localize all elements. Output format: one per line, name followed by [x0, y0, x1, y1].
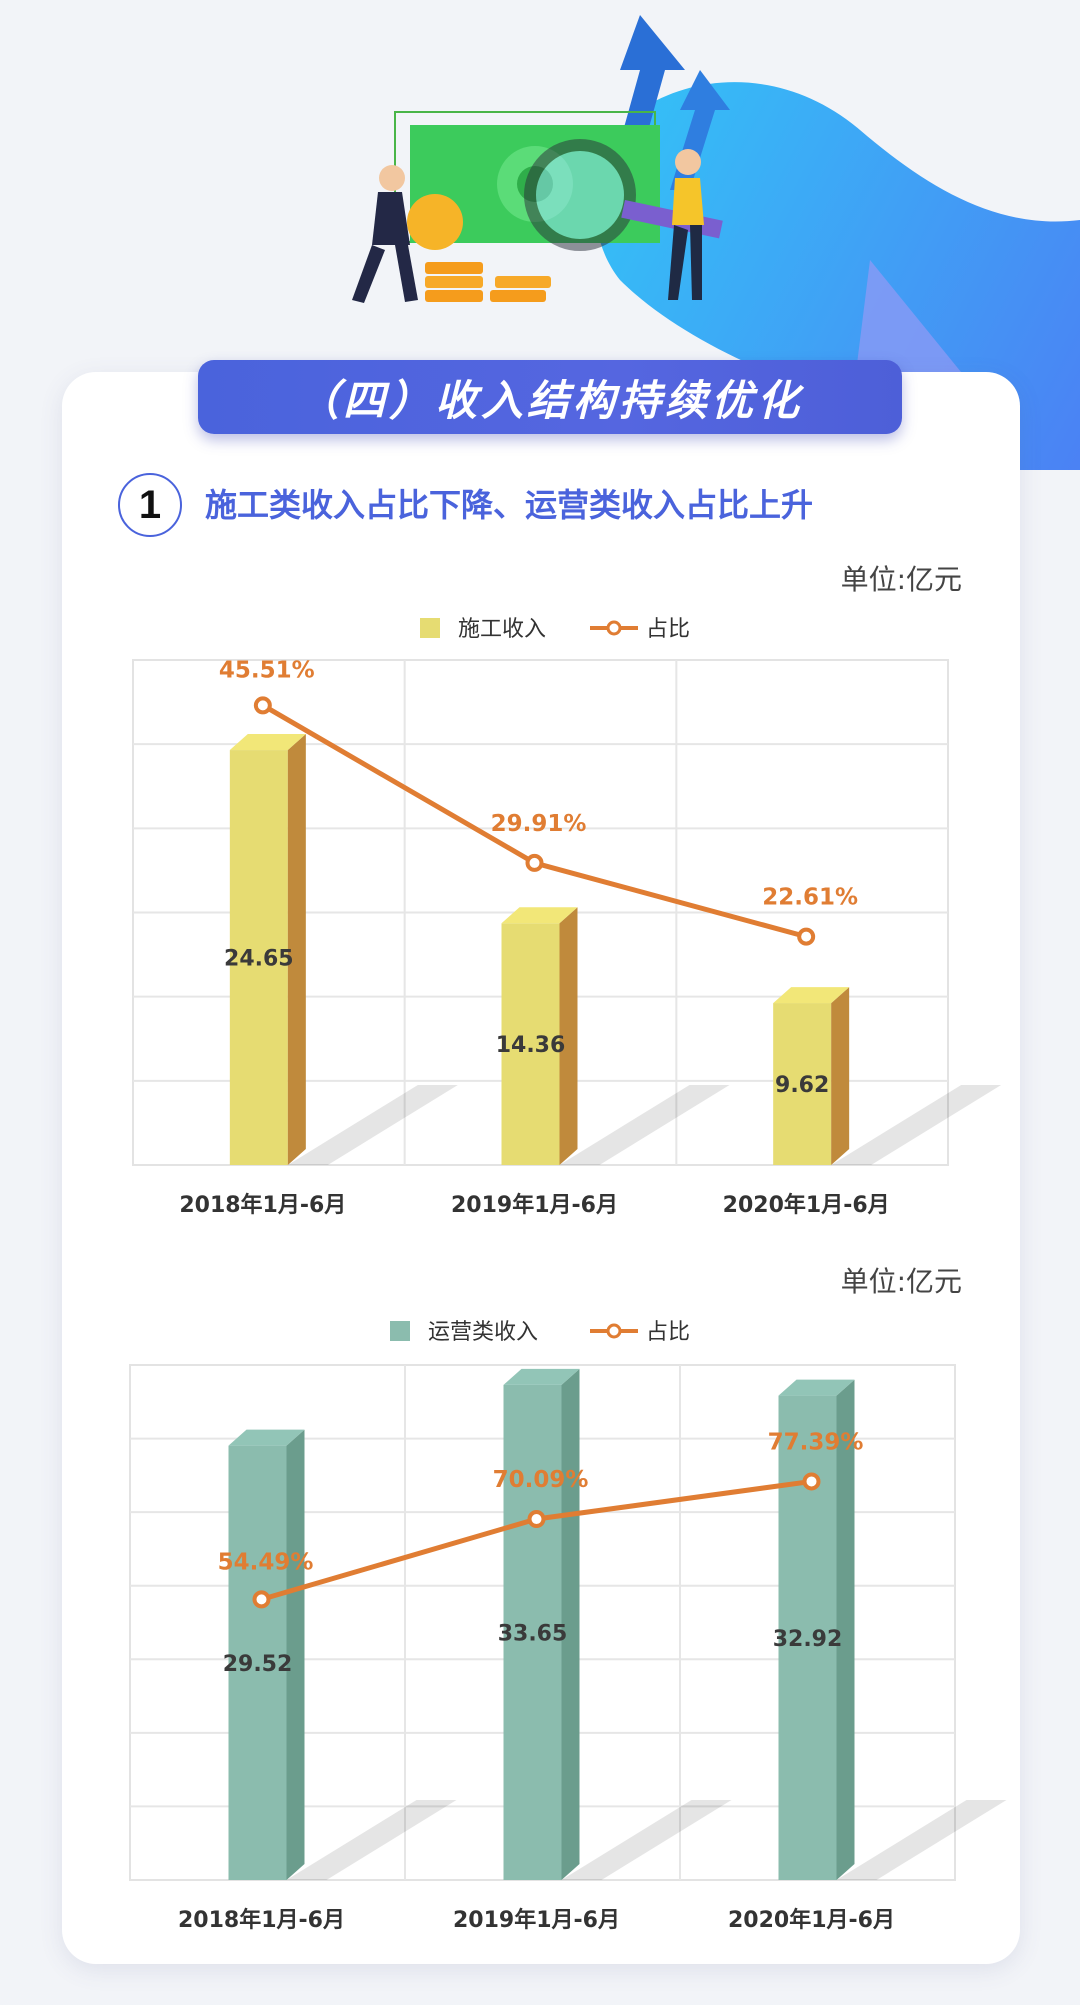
legend-label: 运营类收入: [428, 1320, 538, 1345]
bar-side: [561, 1368, 580, 1880]
bar: [228, 1445, 287, 1880]
bar-top: [501, 907, 578, 924]
bar-side: [559, 907, 578, 1165]
bar-top: [229, 734, 306, 751]
bar-side: [831, 987, 850, 1165]
bar-value-label: 29.52: [223, 1652, 293, 1677]
bar-top: [228, 1429, 305, 1446]
section-banner: （四）收入结构持续优化: [198, 360, 902, 434]
ratio-label: 45.51%: [219, 657, 315, 683]
x-tick-label: 2020年1月-6月: [723, 1192, 890, 1218]
bar-shadow: [287, 1085, 458, 1165]
bar-shadow: [559, 1085, 730, 1165]
ratio-point: [252, 1590, 271, 1609]
bar-side: [286, 1429, 305, 1880]
x-tick-label: 2020年1月-6月: [728, 1907, 895, 1933]
ratio-label: 22.61%: [762, 885, 858, 911]
bar-shadow: [836, 1800, 1007, 1880]
ratio-label: 77.39%: [768, 1429, 864, 1455]
x-tick-label: 2018年1月-6月: [179, 1192, 346, 1218]
legend-marker: [606, 620, 622, 636]
bar-top: [778, 1379, 855, 1396]
businesswoman-figure: [668, 149, 704, 300]
legend-label: 施工收入: [458, 617, 546, 642]
bar-shadow: [831, 1085, 1002, 1165]
ratio-point: [527, 1510, 546, 1529]
bar-top: [503, 1368, 580, 1385]
ratio-label: 54.49%: [218, 1549, 314, 1575]
x-tick-label: 2018年1月-6月: [178, 1907, 345, 1933]
banner-title: （四）收入结构持续优化: [296, 375, 803, 425]
bar: [501, 923, 560, 1165]
bar-shadow: [561, 1800, 732, 1880]
x-tick-label: 2019年1月-6月: [453, 1907, 620, 1933]
businessman-figure: [352, 165, 418, 303]
bar: [773, 1003, 832, 1165]
legend-label: 占比: [646, 617, 690, 642]
bar-value-label: 9.62: [775, 1073, 829, 1098]
ratio-label: 29.91%: [491, 811, 587, 837]
x-tick-label: 2019年1月-6月: [451, 1192, 618, 1218]
coins-icon: [407, 194, 551, 302]
legend-label: 占比: [646, 1320, 690, 1345]
bar-value-label: 33.65: [498, 1621, 568, 1646]
section-number-badge: 1: [118, 473, 182, 537]
ratio-point: [525, 853, 544, 872]
legend-swatch: [420, 618, 440, 638]
legend-swatch: [390, 1321, 410, 1341]
ratio-point: [797, 927, 816, 946]
ratio-point: [802, 1472, 821, 1491]
section-title: 施工类收入占比下降、运营类收入占比上升: [205, 486, 814, 524]
bar-top: [773, 987, 850, 1004]
legend-marker: [606, 1323, 622, 1339]
ratio-point: [253, 696, 272, 715]
bar-value-label: 14.36: [496, 1033, 566, 1058]
bar-value-label: 24.65: [224, 947, 294, 972]
bar: [503, 1384, 562, 1880]
unit-label: 单位:亿元: [840, 1265, 962, 1298]
bar: [229, 750, 288, 1165]
bar-value-label: 32.92: [773, 1627, 843, 1652]
bar-side: [287, 734, 306, 1165]
bar-shadow: [286, 1800, 457, 1880]
ratio-label: 70.09%: [493, 1467, 589, 1493]
unit-label: 单位:亿元: [840, 563, 962, 596]
bar-side: [836, 1379, 855, 1880]
